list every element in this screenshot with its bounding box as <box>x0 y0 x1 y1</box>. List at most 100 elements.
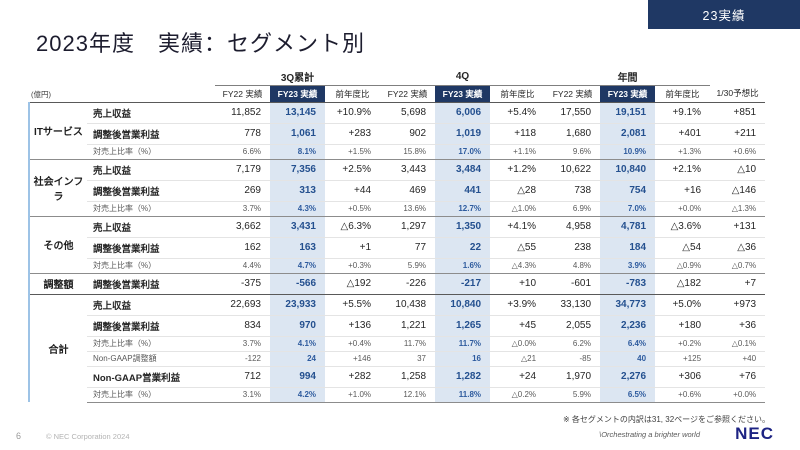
table-row: 対売上比率（%） 6.6% 8.1% +1.5% 15.8% 17.0% +1.1% 9.6%… <box>29 143 766 159</box>
value-cell: +5.0% <box>655 293 711 315</box>
value-cell: 10,622 <box>545 158 601 180</box>
value-cell: +136 <box>325 314 381 336</box>
table-row: その他 売上収益 3,662 3,431 △6.3% 1,297 1,350 +4.1% 4,9… <box>28 215 766 273</box>
value-cell: 4.3% <box>270 200 325 216</box>
metric-label: 調整後営業利益 <box>87 236 215 258</box>
segment-label: 社会インフラ <box>28 158 87 216</box>
value-cell: 4.7% <box>270 257 325 273</box>
value-cell: 15.8% <box>380 143 436 159</box>
value-cell: 2,236 <box>600 314 656 336</box>
value-cell: +118 <box>490 122 546 144</box>
value-cell: 6.4% <box>600 335 656 351</box>
value-cell: △182 <box>655 272 711 294</box>
column-group-header: 年間 <box>545 68 711 86</box>
value-cell: +24 <box>490 365 546 387</box>
column-group-header: 4Q <box>380 68 546 86</box>
column-group-header <box>710 68 765 85</box>
value-cell: △21 <box>490 350 546 366</box>
value-cell: +1.0% <box>325 386 381 403</box>
value-cell: 6.5% <box>600 386 656 403</box>
value-cell: 11.8% <box>435 386 491 403</box>
value-cell: 5,698 <box>380 101 436 123</box>
value-cell: 77 <box>380 236 436 258</box>
value-cell: -217 <box>435 272 491 294</box>
metric-label: 調整後営業利益 <box>87 122 215 144</box>
table-row: 合計 売上収益 22,693 23,933 +5.5% 10,438 10,840 +3.9%… <box>28 293 766 402</box>
value-cell: +1.1% <box>490 143 546 159</box>
value-cell: 1,297 <box>380 215 436 237</box>
value-cell: 269 <box>215 179 270 201</box>
table-row: 調整額 調整後営業利益 -375 -566 △192 -226 -217 +10 -601 -78… <box>28 272 766 294</box>
table-row: 対売上比率（%） 3.7% 4.3% +0.5% 13.6% 12.7% △1.0% 6.9%… <box>29 200 766 216</box>
metric-label: 対売上比率（%） <box>87 386 215 403</box>
nec-logo: NEC <box>735 424 774 443</box>
table-row: 調整後営業利益 269 313 +44 469 441 △28 738 754 +16 △146 <box>29 179 766 201</box>
value-cell: +1 <box>325 236 381 258</box>
value-cell: 7,356 <box>270 158 325 180</box>
table-row: 対売上比率（%） 4.4% 4.7% +0.3% 5.9% 1.6% △4.3% 4.8% 3.… <box>29 257 766 273</box>
value-cell: +1.2% <box>490 158 546 180</box>
table-row: Non-GAAP営業利益 712 994 +282 1,258 1,282 +24 1,970… <box>29 365 766 387</box>
value-cell: -226 <box>380 272 436 294</box>
value-cell: +76 <box>710 365 766 387</box>
value-cell: 3,484 <box>435 158 491 180</box>
value-cell: -85 <box>545 350 601 366</box>
value-cell: 994 <box>270 365 325 387</box>
value-cell: +0.5% <box>325 200 381 216</box>
value-cell: +9.1% <box>655 101 711 123</box>
value-cell: +36 <box>710 314 766 336</box>
column-header: FY22 実績 <box>380 85 436 103</box>
value-cell: 19,151 <box>600 101 656 123</box>
value-cell: 22,693 <box>215 293 270 315</box>
value-cell: 12.1% <box>380 386 436 403</box>
value-cell: 13,145 <box>270 101 325 123</box>
value-cell: △192 <box>325 272 381 294</box>
value-cell: 22 <box>435 236 491 258</box>
value-cell: 13.6% <box>380 200 436 216</box>
value-cell: +0.2% <box>655 335 711 351</box>
value-cell: +283 <box>325 122 381 144</box>
value-cell: 24 <box>270 350 325 366</box>
value-cell: +40 <box>710 350 766 366</box>
value-cell: 2,055 <box>545 314 601 336</box>
value-cell: 10.9% <box>600 143 656 159</box>
value-cell: 2,276 <box>600 365 656 387</box>
column-header: 1/30予想比 <box>710 85 766 103</box>
value-cell: 1,061 <box>270 122 325 144</box>
value-cell: +0.6% <box>655 386 711 403</box>
column-header: 前年度比 <box>655 85 711 103</box>
segment-results-table-wrap: (億円) 3Q累計 4Q 年間 FY22 実績 FY23 実績 前年度比 FY22 実績 FY2… <box>28 68 772 403</box>
footnote: ※ 各セグメントの内訳は31, 32ページをご参照ください。 <box>562 415 770 424</box>
value-cell: +306 <box>655 365 711 387</box>
column-group-header: 3Q累計 <box>215 68 381 86</box>
value-cell: 238 <box>545 236 601 258</box>
value-cell: 11.7% <box>435 335 491 351</box>
table-row: 対売上比率（%） 3.1% 4.2% +1.0% 12.1% 11.8% △0.2% 5.9%… <box>29 386 766 403</box>
value-cell: 6.9% <box>545 200 601 216</box>
value-cell: 4.2% <box>270 386 325 403</box>
metric-label: 対売上比率（%） <box>87 200 215 216</box>
value-cell: 1,970 <box>545 365 601 387</box>
value-cell: △6.3% <box>325 215 381 237</box>
value-cell: 778 <box>215 122 270 144</box>
table-row: 調整後営業利益 162 163 +1 77 22 △55 238 184 △54 △36 <box>29 236 766 258</box>
value-cell: 754 <box>600 179 656 201</box>
value-cell: 1,019 <box>435 122 491 144</box>
value-cell: 4,958 <box>545 215 601 237</box>
metric-label: 売上収益 <box>87 215 215 237</box>
value-cell: △3.6% <box>655 215 711 237</box>
value-cell: +0.6% <box>710 143 766 159</box>
value-cell: 37 <box>380 350 436 366</box>
segment-label: 合計 <box>28 293 87 402</box>
segment-label: ITサービス <box>28 101 87 159</box>
value-cell: 4.1% <box>270 335 325 351</box>
value-cell: 12.7% <box>435 200 491 216</box>
table-row: ITサービス 売上収益 11,852 13,145 +10.9% 5,698 6,006 +5… <box>28 101 766 159</box>
value-cell: △28 <box>490 179 546 201</box>
value-cell: 3,431 <box>270 215 325 237</box>
value-cell: 313 <box>270 179 325 201</box>
value-cell: △1.0% <box>490 200 546 216</box>
value-cell: +10.9% <box>325 101 381 123</box>
value-cell: 3.7% <box>215 335 270 351</box>
segment-label: その他 <box>28 215 87 273</box>
